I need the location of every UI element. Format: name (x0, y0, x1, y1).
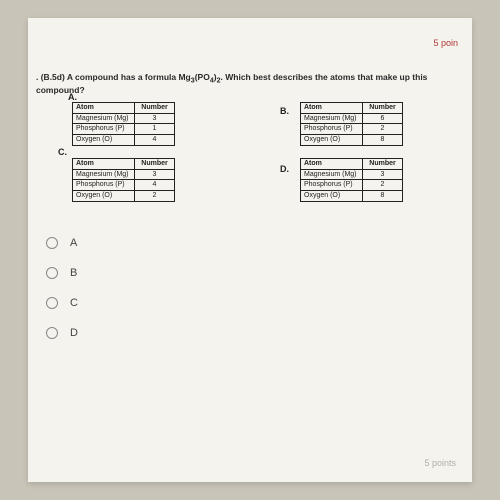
radio-row-c[interactable]: C (46, 288, 78, 318)
cell-num: 2 (363, 180, 403, 191)
option-label-c: C. (58, 147, 67, 157)
option-label-b: B. (280, 106, 289, 116)
table-d: AtomNumber Magnesium (Mg)3 Phosphorus (P… (300, 158, 403, 202)
table-a: AtomNumber Magnesium (Mg)3 Phosphorus (P… (72, 102, 175, 146)
cell-atom: Phosphorus (P) (73, 180, 135, 191)
cell-num: 8 (363, 191, 403, 202)
cell-atom: Magnesium (Mg) (301, 169, 363, 180)
th-atom: Atom (73, 159, 135, 170)
points-top: 5 poin (433, 38, 458, 48)
q-mid: (PO (195, 72, 210, 82)
q-prefix: . (B.5d) A compound has a formula Mg (36, 72, 191, 82)
paper-sheet: 5 poin . (B.5d) A compound has a formula… (28, 18, 472, 482)
th-atom: Atom (301, 103, 363, 114)
cell-atom: Magnesium (Mg) (73, 113, 135, 124)
radio-label-c: C (70, 297, 78, 309)
th-atom: Atom (301, 159, 363, 170)
radio-circle-icon (46, 327, 58, 339)
th-number: Number (363, 159, 403, 170)
radio-circle-icon (46, 237, 58, 249)
cell-num: 6 (363, 113, 403, 124)
cell-num: 8 (363, 135, 403, 146)
points-bottom: 5 points (424, 458, 456, 468)
radio-label-a: A (70, 237, 77, 249)
radio-circle-icon (46, 297, 58, 309)
th-number: Number (135, 159, 175, 170)
question-text: . (B.5d) A compound has a formula Mg3(PO… (36, 72, 462, 95)
cell-atom: Phosphorus (P) (73, 124, 135, 135)
cell-atom: Oxygen (O) (73, 191, 135, 202)
cell-num: 3 (135, 113, 175, 124)
cell-atom: Phosphorus (P) (301, 124, 363, 135)
cell-num: 3 (135, 169, 175, 180)
cell-num: 3 (363, 169, 403, 180)
th-number: Number (363, 103, 403, 114)
cell-num: 2 (135, 191, 175, 202)
cell-atom: Oxygen (O) (73, 135, 135, 146)
cell-num: 2 (363, 124, 403, 135)
radio-row-a[interactable]: A (46, 228, 78, 258)
th-atom: Atom (73, 103, 135, 114)
table-c: AtomNumber Magnesium (Mg)3 Phosphorus (P… (72, 158, 175, 202)
option-label-a: A. (68, 92, 77, 102)
cell-atom: Magnesium (Mg) (73, 169, 135, 180)
option-label-d: D. (280, 164, 289, 174)
cell-atom: Oxygen (O) (301, 135, 363, 146)
radio-circle-icon (46, 267, 58, 279)
radio-label-b: B (70, 267, 77, 279)
th-number: Number (135, 103, 175, 114)
cell-num: 4 (135, 135, 175, 146)
cell-atom: Magnesium (Mg) (301, 113, 363, 124)
radio-label-d: D (70, 327, 78, 339)
radio-row-b[interactable]: B (46, 258, 78, 288)
cell-atom: Phosphorus (P) (301, 180, 363, 191)
cell-num: 1 (135, 124, 175, 135)
cell-num: 4 (135, 180, 175, 191)
radio-group: A B C D (46, 228, 78, 348)
table-b: AtomNumber Magnesium (Mg)6 Phosphorus (P… (300, 102, 403, 146)
cell-atom: Oxygen (O) (301, 191, 363, 202)
radio-row-d[interactable]: D (46, 318, 78, 348)
